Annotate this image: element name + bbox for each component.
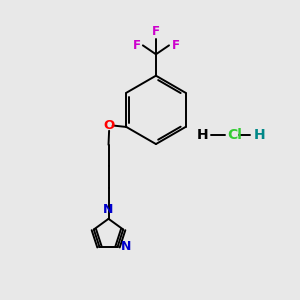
Text: F: F: [133, 39, 140, 52]
Text: N: N: [121, 240, 131, 253]
Text: H: H: [196, 128, 208, 142]
Text: H: H: [254, 128, 266, 142]
Text: O: O: [103, 119, 115, 132]
Text: F: F: [152, 25, 160, 38]
Text: F: F: [171, 39, 179, 52]
Text: N: N: [103, 203, 114, 216]
Text: Cl: Cl: [227, 128, 242, 142]
